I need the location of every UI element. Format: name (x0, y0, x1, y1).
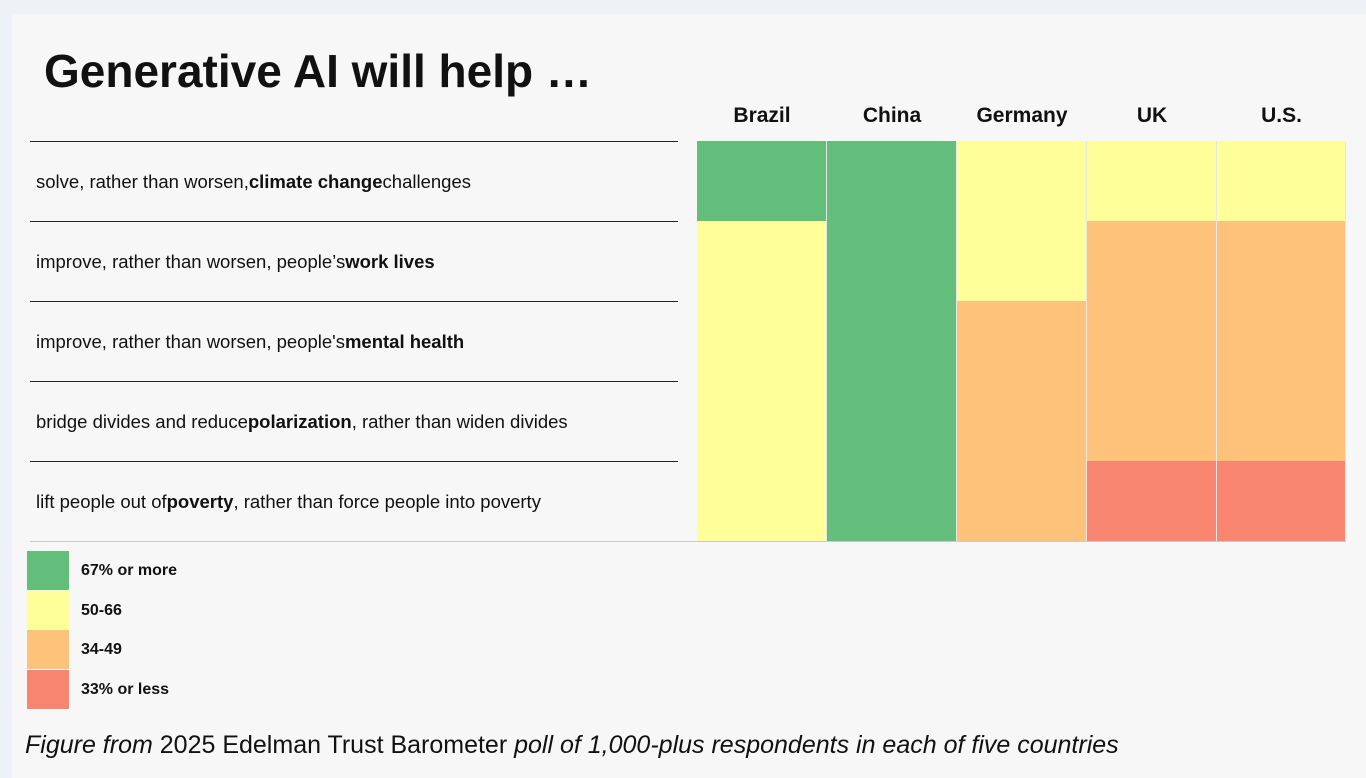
legend-item: 34-49 (27, 630, 327, 670)
heatmap-cell (697, 141, 827, 222)
legend-item: 67% or more (27, 551, 327, 591)
column-headers: Brazil China Germany UK U.S. (697, 100, 1345, 132)
heatmap-cell (827, 301, 957, 382)
row-label-emphasis: polarization (247, 410, 352, 432)
heatmap-cell (957, 141, 1087, 222)
heatmap-cell (1217, 221, 1346, 302)
row-label: lift people out of poverty, rather than … (30, 461, 678, 541)
column-header: U.S. (1261, 104, 1302, 127)
heatmap-cell (697, 301, 827, 382)
row-label-text: improve, rather than worsen, people’s (36, 250, 346, 272)
heatmap-cell (1217, 141, 1346, 222)
row-label-text: challenges (382, 170, 471, 192)
row-label-text: , rather than widen divides (351, 410, 568, 432)
legend-label: 67% or more (81, 562, 178, 579)
heatmap-cell (1087, 461, 1217, 542)
row-label-text: , rather than force people into poverty (233, 490, 541, 512)
heatmap-cell (1217, 381, 1346, 462)
heatmap-cell (957, 301, 1087, 382)
row-label: bridge divides and reduce polarization, … (30, 381, 678, 461)
caption-italic-text: poll of 1,000-plus respondents in each o… (507, 731, 1119, 759)
row-label-text: solve, rather than worsen, (36, 170, 249, 192)
row-label: improve, rather than worsen, people's me… (30, 301, 678, 381)
heatmap-cell (1087, 381, 1217, 462)
legend-item: 50-66 (27, 590, 327, 631)
heatmap-cell (957, 461, 1087, 542)
heatmap-cell (1087, 141, 1217, 222)
column-header: Brazil (733, 104, 791, 127)
legend-swatch (27, 590, 69, 630)
heatmap-cell (697, 221, 827, 302)
heatmap-cell (827, 141, 957, 222)
row-label-text: improve, rather than worsen, people's (36, 330, 345, 352)
column-header: UK (1136, 104, 1168, 127)
legend-label: 33% or less (81, 680, 170, 698)
legend-swatch (27, 630, 69, 669)
heatmap-cell (1217, 461, 1346, 542)
row-label-emphasis: climate change (248, 170, 383, 192)
heatmap-cell (957, 221, 1087, 302)
heatmap-cell (697, 461, 827, 542)
row-label: improve, rather than worsen, people’s wo… (30, 221, 678, 301)
legend-label: 50-66 (81, 601, 122, 619)
chart-title: Generative AI will help … (44, 45, 592, 97)
heatmap-cell (1217, 301, 1346, 382)
heatmap-cell (697, 381, 827, 462)
column-header: Germany (976, 104, 1068, 127)
legend-item: 33% or less (27, 669, 327, 710)
row-label-emphasis: mental health (344, 330, 465, 352)
column-header: China (862, 104, 922, 127)
legend-swatch (27, 551, 69, 590)
row-label-text: lift people out of (36, 490, 167, 512)
heatmap-cell (827, 221, 957, 302)
legend-label: 34-49 (81, 641, 122, 658)
heatmap-cell (827, 381, 957, 462)
heatmap-grid (697, 141, 1346, 542)
row-label-emphasis: poverty (166, 490, 234, 512)
caption-source-name: 2025 Edelman Trust Barometer (159, 731, 508, 759)
figure-caption: Figure from 2025 Edelman Trust Barometer… (25, 731, 1119, 760)
caption-italic-text: Figure from (25, 731, 160, 759)
heatmap-cell (1087, 221, 1217, 302)
row-label-text: bridge divides and reduce (36, 410, 248, 432)
legend-swatch (27, 669, 69, 709)
grid-bottom-rule (30, 541, 1346, 542)
row-label: solve, rather than worsen, climate chang… (30, 141, 678, 221)
row-label-emphasis: work lives (345, 250, 435, 272)
heatmap-cell (827, 461, 957, 542)
heatmap-cell (957, 381, 1087, 462)
heatmap-cell (1087, 301, 1217, 382)
